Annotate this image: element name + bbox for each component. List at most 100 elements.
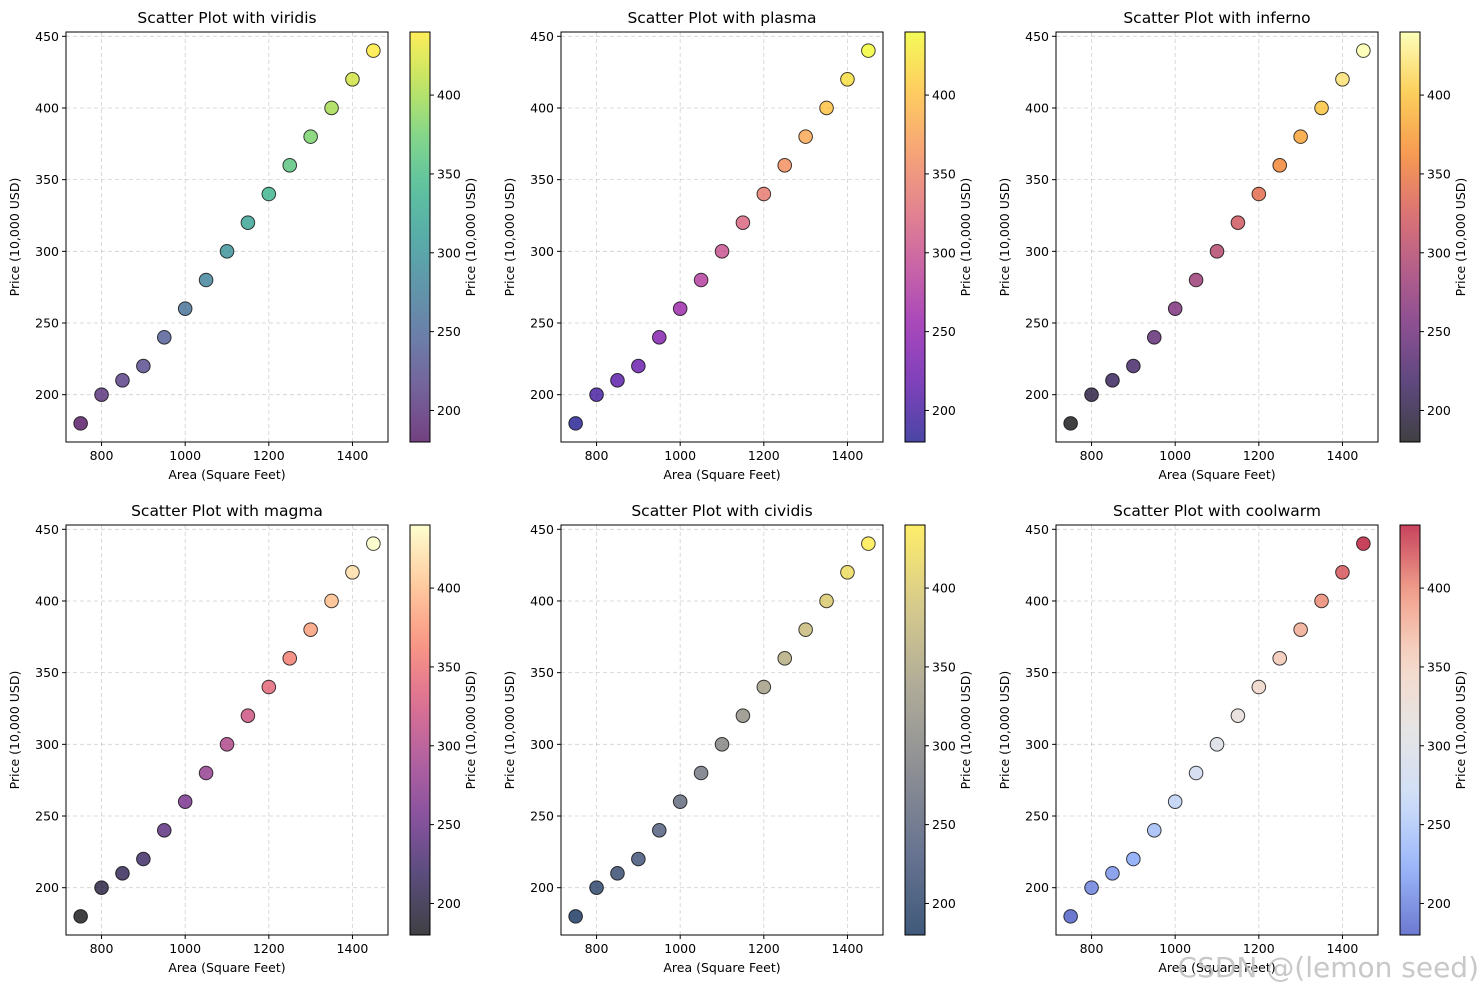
x-tick-label: 1000 bbox=[1159, 448, 1191, 463]
data-point bbox=[73, 416, 88, 431]
colorbar-tick-label: 300 bbox=[437, 245, 461, 260]
x-tick-label: 1400 bbox=[337, 448, 369, 463]
data-point bbox=[610, 373, 625, 388]
colorbar-tick-label: 350 bbox=[1427, 659, 1451, 674]
x-axis-label: Area (Square Feet) bbox=[1158, 960, 1275, 975]
colorbar-tick-label: 250 bbox=[932, 817, 956, 832]
data-point bbox=[1105, 866, 1120, 881]
colorbar-label: Price (10,000 USD) bbox=[463, 671, 478, 790]
axes-frame bbox=[560, 524, 884, 936]
y-tick-label: 450 bbox=[35, 29, 59, 44]
data-point bbox=[735, 708, 751, 723]
data-point bbox=[366, 43, 381, 58]
data-point bbox=[1335, 72, 1350, 87]
colorbar-tick-label: 250 bbox=[932, 324, 956, 339]
colorbar-label: Price (10,000 USD) bbox=[1453, 178, 1468, 297]
y-tick-label: 400 bbox=[530, 100, 554, 115]
data-point bbox=[1230, 215, 1246, 230]
colorbar bbox=[1400, 525, 1420, 935]
data-point bbox=[756, 679, 772, 695]
y-tick-label: 300 bbox=[35, 737, 59, 752]
data-point bbox=[840, 565, 855, 580]
y-tick-label: 200 bbox=[35, 880, 59, 895]
x-tick-label: 800 bbox=[1080, 941, 1104, 956]
data-point bbox=[366, 536, 381, 551]
colorbar-label: Price (10,000 USD) bbox=[1453, 671, 1468, 790]
data-point bbox=[819, 593, 834, 609]
x-tick-label: 800 bbox=[90, 448, 114, 463]
subplot-title: Scatter Plot with coolwarm bbox=[1113, 502, 1321, 520]
data-point bbox=[198, 765, 214, 781]
colorbar-label: Price (10,000 USD) bbox=[463, 178, 478, 297]
data-point bbox=[840, 72, 855, 87]
data-point bbox=[177, 301, 193, 316]
colorbar-tick-label: 200 bbox=[1427, 896, 1451, 911]
x-tick-label: 1000 bbox=[169, 448, 201, 463]
data-point bbox=[1167, 794, 1183, 809]
y-tick-label: 400 bbox=[1025, 593, 1049, 608]
subplot-title: Scatter Plot with cividis bbox=[631, 502, 812, 520]
data-point bbox=[240, 708, 256, 723]
x-axis-label: Area (Square Feet) bbox=[663, 960, 780, 975]
data-point bbox=[1188, 272, 1204, 288]
y-tick-label: 200 bbox=[530, 387, 554, 402]
x-tick-label: 1400 bbox=[1327, 448, 1359, 463]
colorbar-tick-label: 300 bbox=[932, 245, 956, 260]
data-point bbox=[1230, 708, 1246, 723]
data-point bbox=[651, 330, 667, 345]
colorbar-tick-label: 250 bbox=[1427, 817, 1451, 832]
colorbar-frame bbox=[904, 524, 926, 936]
x-axis-label: Area (Square Feet) bbox=[1158, 467, 1275, 482]
colorbar-tick-label: 300 bbox=[437, 738, 461, 753]
y-tick-label: 200 bbox=[530, 880, 554, 895]
colorbar-tick-label: 400 bbox=[1427, 581, 1451, 596]
subplot-plasma: 800 1000 1200 1400 200 250 300 350 400 450 Scatter… bbox=[502, 9, 973, 482]
y-tick-label: 250 bbox=[1025, 316, 1049, 331]
data-point bbox=[777, 651, 793, 666]
y-tick-label: 300 bbox=[1025, 244, 1049, 259]
y-tick-label: 200 bbox=[35, 387, 59, 402]
data-point bbox=[115, 373, 130, 388]
colorbar-tick-label: 350 bbox=[932, 659, 956, 674]
data-point bbox=[861, 536, 876, 551]
data-point bbox=[324, 100, 339, 116]
y-tick-label: 350 bbox=[1025, 665, 1049, 680]
data-point bbox=[1293, 129, 1308, 144]
y-tick-label: 350 bbox=[530, 665, 554, 680]
data-point bbox=[1209, 244, 1225, 259]
data-point bbox=[1063, 416, 1078, 431]
y-axis-label: Price (10,000 USD) bbox=[997, 178, 1012, 297]
x-tick-label: 800 bbox=[1080, 448, 1104, 463]
data-point bbox=[819, 100, 834, 116]
data-point bbox=[672, 794, 688, 809]
data-point bbox=[651, 823, 667, 838]
x-tick-label: 1200 bbox=[748, 448, 780, 463]
y-tick-label: 200 bbox=[1025, 880, 1049, 895]
y-tick-label: 450 bbox=[530, 29, 554, 44]
data-point bbox=[568, 909, 583, 924]
y-axis-label: Price (10,000 USD) bbox=[997, 671, 1012, 790]
data-point bbox=[177, 794, 193, 809]
data-point bbox=[693, 272, 709, 288]
colorbar-tick-label: 200 bbox=[932, 896, 956, 911]
subplot-magma: 800 1000 1200 1400 200 250 300 350 400 450 Scatter… bbox=[7, 502, 478, 975]
data-point bbox=[631, 851, 646, 867]
colorbar-tick-label: 350 bbox=[437, 659, 461, 674]
colorbar-label: Price (10,000 USD) bbox=[958, 178, 973, 297]
x-axis-label: Area (Square Feet) bbox=[168, 467, 285, 482]
x-tick-label: 800 bbox=[90, 941, 114, 956]
y-axis-label: Price (10,000 USD) bbox=[502, 671, 517, 790]
subplot-title: Scatter Plot with inferno bbox=[1123, 9, 1310, 27]
x-tick-label: 1400 bbox=[337, 941, 369, 956]
colorbar-tick-label: 400 bbox=[932, 581, 956, 596]
y-tick-label: 250 bbox=[530, 316, 554, 331]
data-point bbox=[1063, 909, 1078, 924]
y-tick-label: 400 bbox=[35, 100, 59, 115]
colorbar-tick-label: 200 bbox=[1427, 403, 1451, 418]
colorbar-tick-label: 400 bbox=[932, 88, 956, 103]
subplot-cividis: 800 1000 1200 1400 200 250 300 350 400 450 Scatter… bbox=[502, 502, 973, 975]
subplot-title: Scatter Plot with viridis bbox=[137, 9, 316, 27]
data-point bbox=[798, 622, 813, 637]
data-point bbox=[1335, 565, 1350, 580]
